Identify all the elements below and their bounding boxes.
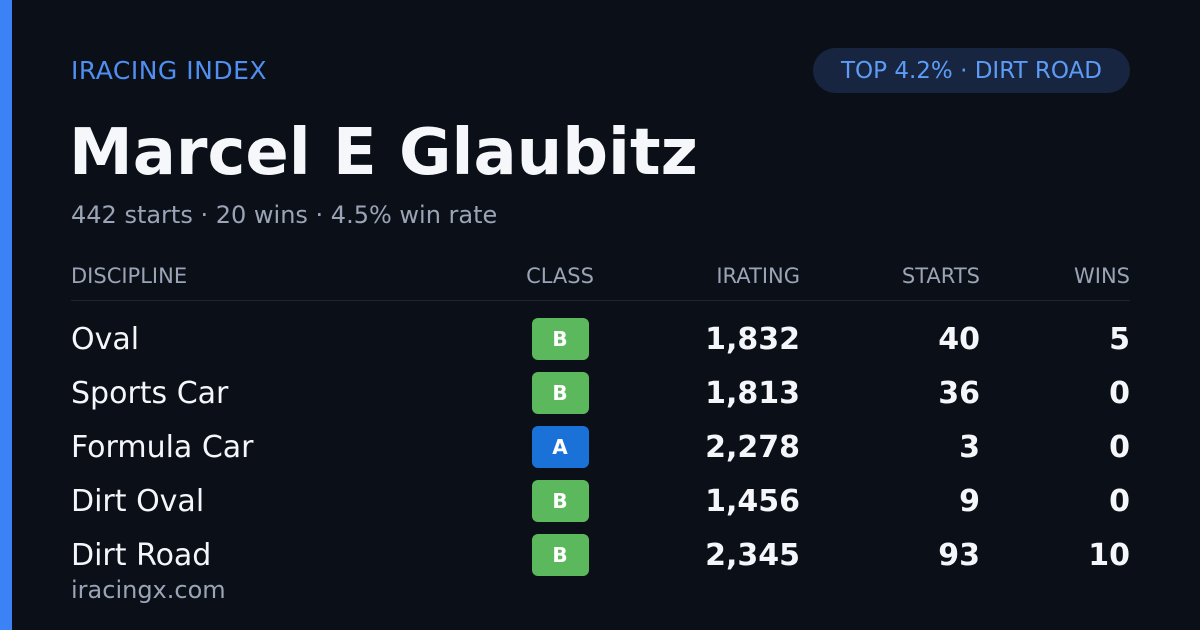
column-header: WINS xyxy=(1074,264,1130,288)
starts-cell: 9 xyxy=(959,484,980,519)
wins-cell: 0 xyxy=(1109,430,1130,465)
class-badge: B xyxy=(531,480,589,522)
class-badge: A xyxy=(531,426,589,468)
driver-summary: 442 starts · 20 wins · 4.5% win rate xyxy=(71,201,498,229)
irating-cell: 1,832 xyxy=(705,322,800,357)
class-badge: B xyxy=(531,534,589,576)
irating-cell: 2,345 xyxy=(705,538,800,573)
wins-cell: 0 xyxy=(1109,484,1130,519)
header-rule xyxy=(71,300,1130,301)
class-badge: B xyxy=(531,372,589,414)
column-header: IRATING xyxy=(716,264,800,288)
discipline-cell: Formula Car xyxy=(71,430,254,465)
starts-cell: 40 xyxy=(938,322,980,357)
wins-cell: 0 xyxy=(1109,376,1130,411)
driver-name: Marcel E Glaubitz xyxy=(69,116,698,190)
column-header: STARTS xyxy=(901,264,980,288)
wins-cell: 10 xyxy=(1088,538,1130,573)
column-header: DISCIPLINE xyxy=(71,264,188,288)
starts-cell: 3 xyxy=(959,430,980,465)
brand: IRACING INDEX xyxy=(71,56,267,85)
site: iracingx.com xyxy=(71,576,226,604)
wins-cell: 5 xyxy=(1109,322,1130,357)
discipline-cell: Dirt Road xyxy=(71,538,212,573)
discipline-cell: Oval xyxy=(71,322,140,357)
irating-cell: 2,278 xyxy=(705,430,800,465)
discipline-cell: Dirt Oval xyxy=(71,484,205,519)
accent-bar xyxy=(0,0,12,630)
irating-cell: 1,456 xyxy=(705,484,800,519)
irating-cell: 1,813 xyxy=(705,376,800,411)
starts-cell: 93 xyxy=(938,538,980,573)
starts-cell: 36 xyxy=(938,376,980,411)
discipline-cell: Sports Car xyxy=(71,376,229,411)
class-badge: B xyxy=(531,318,589,360)
rank-badge: TOP 4.2% · DIRT ROAD xyxy=(813,48,1130,93)
column-header: CLASS xyxy=(526,264,594,288)
